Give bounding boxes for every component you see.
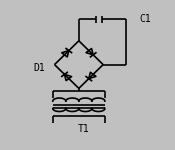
Text: D1: D1 [33, 63, 45, 73]
Text: C1: C1 [139, 14, 151, 24]
Text: T1: T1 [78, 123, 90, 134]
